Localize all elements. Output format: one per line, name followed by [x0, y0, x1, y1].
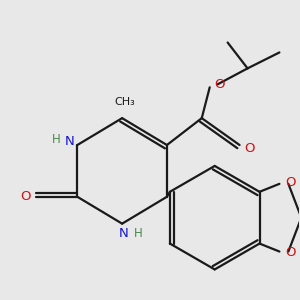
Text: H: H: [52, 133, 61, 146]
Text: O: O: [285, 176, 296, 189]
Text: N: N: [64, 134, 74, 148]
Text: O: O: [244, 142, 255, 154]
Text: O: O: [285, 246, 296, 259]
Text: H: H: [134, 227, 142, 240]
Text: O: O: [214, 78, 225, 91]
Text: CH₃: CH₃: [115, 97, 136, 107]
Text: O: O: [20, 190, 31, 203]
Text: N: N: [119, 227, 129, 240]
